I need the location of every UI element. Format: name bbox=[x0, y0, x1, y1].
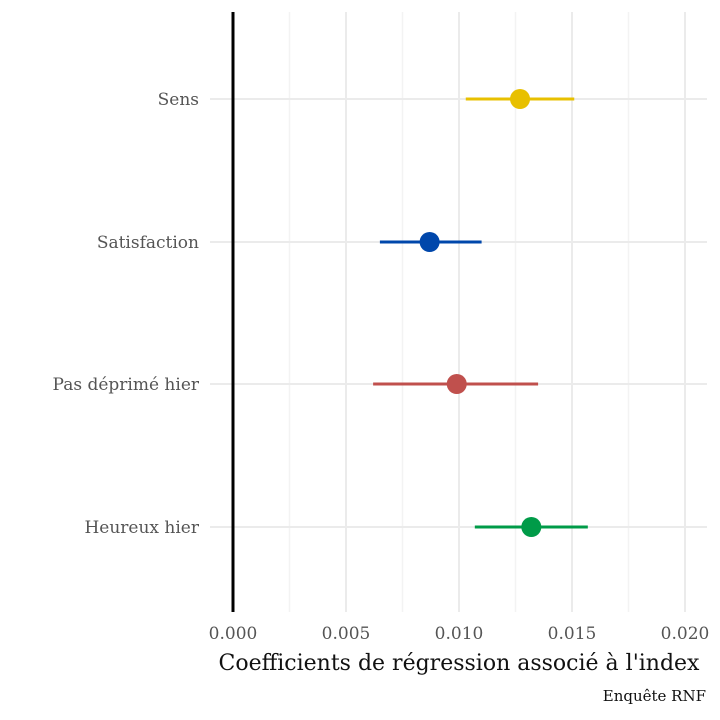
chart-caption: Enquête RNF bbox=[603, 687, 706, 705]
x-tick-label-0: 0.000 bbox=[209, 624, 258, 644]
point-estimate-2 bbox=[446, 374, 467, 394]
x-tick-label-4: 0.020 bbox=[661, 624, 710, 644]
x-tick-label-1: 0.005 bbox=[322, 624, 371, 644]
x-axis-label: Coefficients de régression associé à l'i… bbox=[219, 651, 701, 676]
x-tick-label-3: 0.015 bbox=[548, 624, 597, 644]
category-labels: Sens Satisfaction Pas déprimé hier Heureux … bbox=[53, 90, 200, 538]
category-label-0: Sens bbox=[158, 90, 199, 110]
grid-layer bbox=[210, 12, 707, 612]
point-estimate-1 bbox=[419, 232, 440, 252]
x-tick-label-2: 0.010 bbox=[435, 624, 484, 644]
coefficient-marks bbox=[373, 89, 588, 537]
category-label-2: Pas déprimé hier bbox=[53, 375, 200, 395]
x-tick-labels: 0.000 0.005 0.010 0.015 0.020 bbox=[209, 624, 710, 644]
category-label-1: Satisfaction bbox=[97, 233, 199, 253]
point-estimate-0 bbox=[510, 89, 531, 109]
point-estimate-3 bbox=[521, 517, 542, 537]
category-label-3: Heureux hier bbox=[84, 518, 199, 538]
